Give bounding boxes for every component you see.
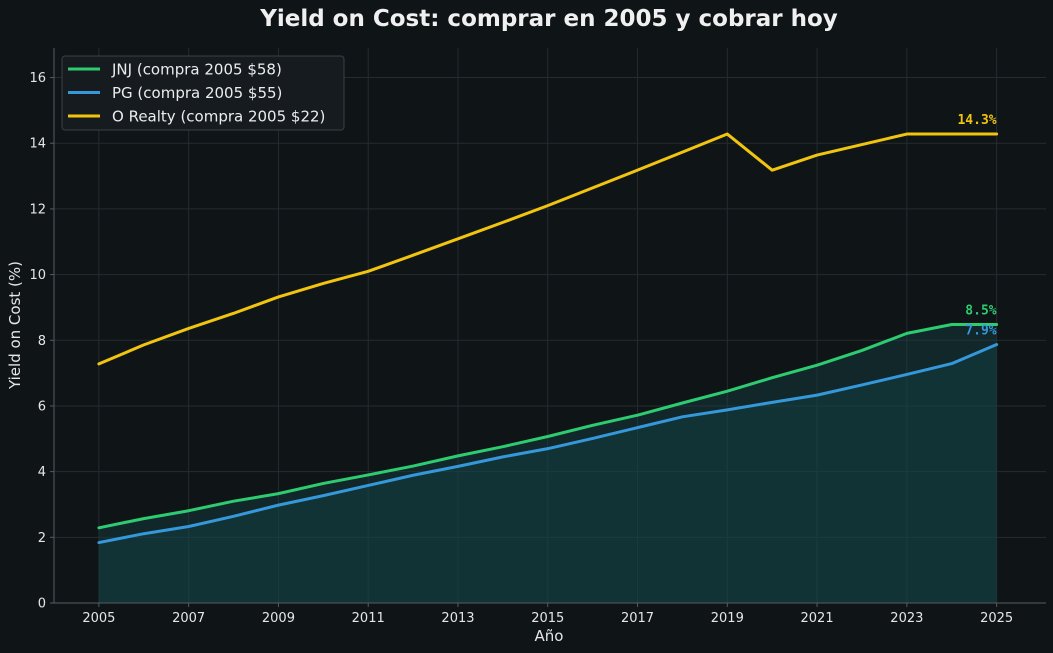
x-tick-label-2023: 2023 bbox=[890, 611, 923, 626]
x-axis-label: Año bbox=[535, 627, 564, 645]
x-tick-label-2017: 2017 bbox=[621, 611, 654, 626]
legend-label-0: JNJ (compra 2005 $58) bbox=[111, 61, 282, 79]
y-tick-label-16: 16 bbox=[29, 71, 46, 86]
y-tick-label-12: 12 bbox=[29, 202, 46, 217]
end-label-series-1: 7.9% bbox=[965, 324, 996, 339]
x-tick-label-2007: 2007 bbox=[172, 611, 205, 626]
series-line-0 bbox=[97, 323, 999, 530]
area-fill-series-1 bbox=[98, 344, 997, 603]
legend-label-2: O Realty (compra 2005 $22) bbox=[112, 108, 325, 126]
area-fill bbox=[98, 324, 997, 603]
x-tick-label-2025: 2025 bbox=[980, 611, 1013, 626]
y-tick-label-8: 8 bbox=[38, 334, 46, 349]
series-line-2 bbox=[97, 132, 999, 366]
end-label-series-2: 14.3% bbox=[957, 113, 996, 128]
x-tick-label-2011: 2011 bbox=[352, 611, 385, 626]
x-tick-label-2009: 2009 bbox=[262, 611, 295, 626]
series-line-1 bbox=[97, 343, 999, 545]
area-fill-series-0 bbox=[98, 324, 997, 603]
x-tick-label-2015: 2015 bbox=[531, 611, 564, 626]
y-tick-label-0: 0 bbox=[38, 597, 46, 612]
legend: JNJ (compra 2005 $58) PG (compra 2005 $55… bbox=[61, 55, 345, 131]
series-lines bbox=[97, 132, 999, 545]
x-tick-label-2019: 2019 bbox=[711, 611, 744, 626]
y-tick-label-4: 4 bbox=[38, 465, 46, 480]
legend-label-1: PG (compra 2005 $55) bbox=[112, 84, 282, 102]
chart-title: Yield on Cost: comprar en 2005 y cobrar … bbox=[259, 6, 838, 32]
end-label-series-0: 8.5% bbox=[965, 304, 996, 319]
y-axis-label: Yield on Cost (%) bbox=[6, 261, 24, 390]
y-tick-label-10: 10 bbox=[29, 268, 46, 283]
y-tick-label-14: 14 bbox=[29, 137, 46, 152]
x-tick-label-2021: 2021 bbox=[801, 611, 834, 626]
x-tick-label-2005: 2005 bbox=[82, 611, 115, 626]
legend-box bbox=[61, 55, 345, 131]
y-tick-label-6: 6 bbox=[38, 399, 46, 414]
x-tick-label-2013: 2013 bbox=[441, 611, 474, 626]
axes bbox=[53, 48, 1046, 604]
tick-labels: 2005 2007 2009 2011 2013 2015 2017 2019 2021 2023… bbox=[29, 71, 1013, 626]
y-tick-label-2: 2 bbox=[38, 531, 46, 546]
end-labels: 8.5% 7.9% 14.3% bbox=[957, 113, 996, 339]
